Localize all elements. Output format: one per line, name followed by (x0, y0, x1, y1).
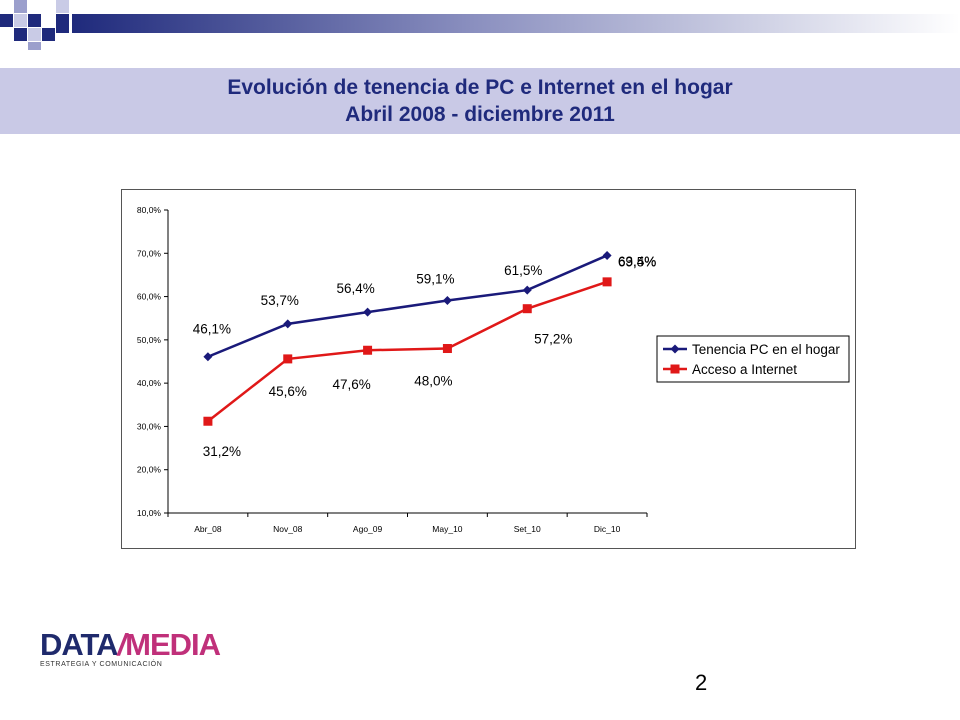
y-tick-label: 20,0% (137, 465, 162, 475)
data-label: 59,1% (416, 271, 454, 286)
chart-frame: 10,0% 20,0% 30,0% 40,0% 50,0% 60,0% 70,0% 80,0%… (121, 189, 856, 549)
x-tick-label: Dic_10 (594, 524, 621, 534)
y-tick-label: 40,0% (137, 378, 162, 388)
legend-marker-square (670, 364, 680, 374)
square-decor (14, 0, 27, 13)
data-label: 63,4% (618, 254, 656, 269)
page-title: Evolución de tenencia de PC e Internet e… (227, 76, 733, 99)
decorative-top-bar (0, 0, 960, 50)
data-label: 31,2% (203, 444, 241, 459)
logo-subtitle: ESTRATEGIA Y COMUNICACIÓN (40, 661, 163, 668)
square-decor (42, 28, 55, 41)
data-label: 46,1% (193, 322, 231, 337)
legend-marker-diamond (670, 344, 680, 354)
x-tick-label: Nov_08 (273, 524, 303, 534)
data-point-diamond (602, 250, 612, 260)
square-decor (28, 14, 41, 27)
data-point-square (363, 345, 373, 355)
y-tick-label: 70,0% (137, 248, 162, 258)
data-point-square (283, 354, 293, 364)
y-tick-label: 60,0% (137, 292, 162, 302)
data-point-diamond (442, 295, 452, 305)
data-point-diamond (283, 319, 293, 329)
data-label: 56,4% (336, 281, 374, 296)
logo-media-text: MEDIA (125, 627, 221, 662)
legend-box (656, 335, 850, 383)
square-decor (28, 28, 41, 41)
square-decor (56, 0, 69, 13)
square-decor (14, 28, 27, 41)
square-decor (56, 14, 69, 33)
page-subtitle: Abril 2008 - diciembre 2011 (345, 103, 615, 126)
page-number: 2 (695, 670, 708, 695)
x-tick-label: May_10 (432, 524, 463, 534)
data-point-diamond (522, 285, 532, 295)
data-point-square (203, 416, 213, 426)
data-label: 45,6% (269, 384, 307, 399)
y-tick-label: 80,0% (137, 205, 162, 215)
data-label: 69,5% (618, 254, 656, 269)
logo-slash: / (117, 627, 127, 662)
y-tick-label: 50,0% (137, 335, 162, 345)
x-tick-label: Ago_09 (353, 524, 383, 534)
series-line-pc (207, 254, 608, 358)
y-tick-label: 30,0% (137, 421, 162, 431)
x-tick-label: Set_10 (514, 524, 541, 534)
square-decor (28, 42, 41, 50)
data-label: 47,6% (332, 377, 370, 392)
data-label: 53,7% (261, 293, 299, 308)
title-band (0, 68, 960, 134)
data-label: 61,5% (504, 263, 542, 278)
gradient-bar-graphic (0, 0, 960, 50)
data-point-diamond (363, 307, 373, 317)
data-label: 57,2% (534, 332, 572, 347)
square-decor (14, 14, 27, 27)
gradient-stripe (72, 14, 960, 33)
square-decor (0, 14, 13, 27)
line-chart: 10,0% 20,0% 30,0% 40,0% 50,0% 60,0% 70,0% 80,0%… (137, 205, 850, 534)
data-point-square (442, 344, 452, 354)
series-line-internet (207, 280, 608, 423)
data-point-square (522, 304, 532, 314)
data-point-square (602, 277, 612, 287)
y-tick-label: 10,0% (137, 508, 162, 518)
datamedia-logo: DATA/MEDIA ESTRATEGIA Y COMUNICACIÓN (40, 627, 221, 668)
data-point-diamond (203, 352, 213, 362)
x-tick-label: Abr_08 (194, 524, 222, 534)
legend-label: Tenencia PC en el hogar (692, 342, 840, 357)
logo-data-text: DATA (40, 627, 118, 662)
data-label: 48,0% (414, 374, 452, 389)
legend-label: Acceso a Internet (692, 362, 797, 377)
